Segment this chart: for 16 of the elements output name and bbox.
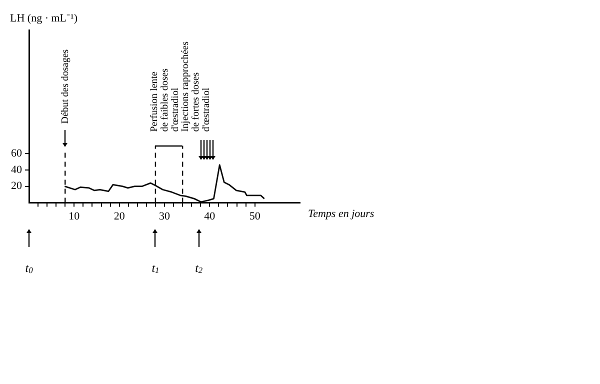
y-tick-label: 60: [11, 147, 22, 160]
x-tick-label: 10: [68, 210, 80, 222]
y-tick-label: 20: [11, 180, 22, 192]
ref-line-label: Début des dosages: [60, 49, 71, 124]
x-tick-label: 20: [114, 210, 126, 222]
text: t2: [195, 260, 203, 275]
x-tick-label: 30: [159, 210, 170, 222]
x-tick-label: 40: [204, 210, 216, 222]
annotation: Injections rapprochées de fortes doses d'œstradiol: [180, 41, 212, 132]
y-tick-label: 40: [11, 164, 22, 176]
annotation: Perfusion lente de faibles doses d'œstradiol: [149, 68, 182, 132]
text: t0: [25, 260, 34, 275]
x-tick-label: 50: [249, 210, 261, 222]
y-axis-title: LH (ng · mL⁻¹): [10, 12, 78, 24]
x-axis-title: Temps en jours: [308, 208, 374, 220]
text: t1: [152, 260, 160, 275]
